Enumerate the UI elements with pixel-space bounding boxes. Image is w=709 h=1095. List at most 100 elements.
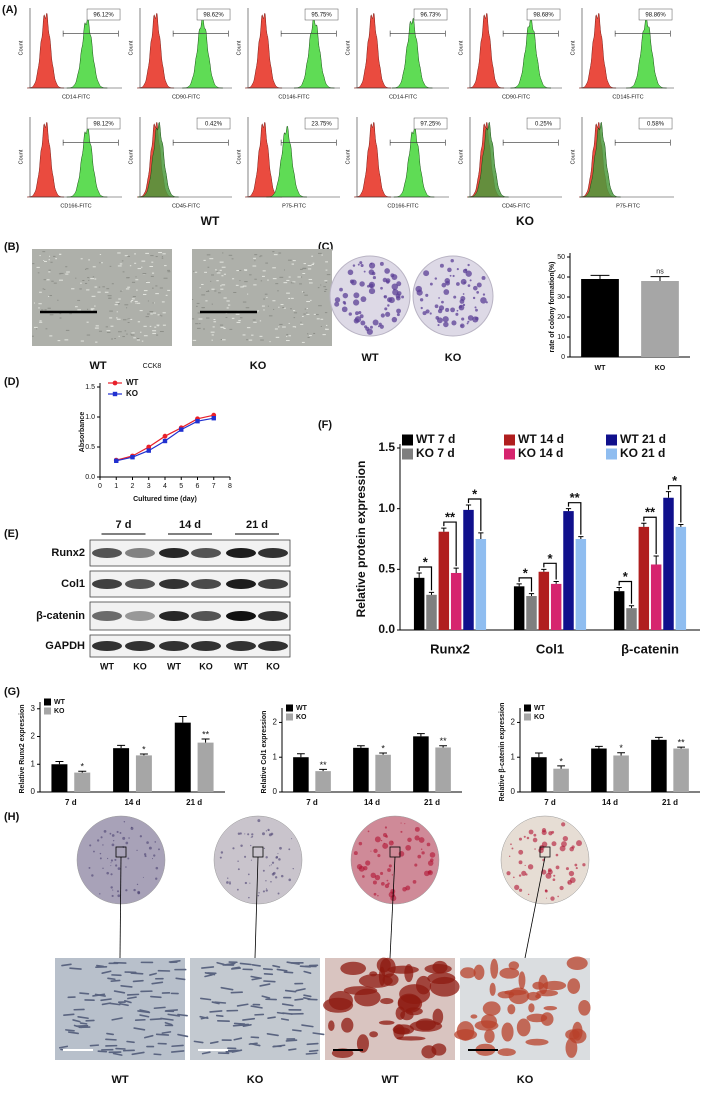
bar — [641, 281, 679, 357]
cell — [263, 980, 276, 983]
cell — [69, 313, 72, 315]
bar — [475, 539, 487, 630]
cell — [320, 325, 322, 327]
cell — [278, 252, 282, 254]
cell — [228, 254, 233, 256]
colony — [425, 293, 429, 297]
cell — [155, 293, 159, 295]
cell — [195, 323, 199, 325]
cell — [129, 265, 132, 267]
stain-spot — [380, 839, 383, 842]
cell — [171, 1044, 184, 1048]
stain-spot — [263, 847, 266, 850]
stain-spot — [557, 895, 559, 898]
x-tick-label: 7 d — [65, 798, 77, 807]
panel-label: (F) — [318, 419, 332, 431]
bar — [613, 755, 629, 792]
colony — [359, 281, 365, 287]
panel-label: (A) — [2, 4, 18, 16]
stain-spot — [148, 846, 152, 850]
nodule — [460, 967, 476, 979]
percent-box — [638, 8, 673, 21]
legend-label: KO 21 d — [620, 446, 665, 460]
cell — [49, 314, 54, 316]
cell — [124, 255, 128, 257]
cell — [162, 253, 166, 255]
stain-spot — [582, 863, 586, 867]
error-bar — [297, 753, 305, 758]
x-tick-label: 0 — [98, 483, 102, 490]
count-label: Count — [345, 40, 351, 55]
cell — [150, 255, 154, 257]
cell — [151, 272, 155, 274]
cell — [206, 254, 211, 256]
colony — [481, 275, 486, 280]
cell — [288, 322, 290, 324]
cell — [316, 318, 320, 320]
count-label: Count — [458, 40, 464, 55]
count-label: Count — [236, 40, 242, 55]
x-tick-label: 5 — [179, 483, 183, 490]
marker-label: CD45-FITC — [172, 203, 200, 209]
percent: 0.42% — [205, 122, 223, 128]
stain-spot — [576, 840, 582, 847]
percent: 0.58% — [647, 122, 665, 128]
cell — [77, 1015, 89, 1020]
cell — [325, 281, 328, 283]
error-bar — [439, 745, 447, 748]
cell — [221, 266, 226, 268]
dish — [412, 255, 494, 337]
cell — [117, 252, 121, 254]
stain-spot — [391, 841, 393, 843]
nodule — [397, 993, 421, 1011]
cell — [161, 301, 165, 303]
nodule — [501, 1022, 514, 1042]
cell — [202, 307, 205, 309]
bar — [531, 757, 547, 792]
nodule — [432, 1008, 444, 1025]
cell — [286, 279, 290, 281]
cell — [122, 336, 125, 338]
cell — [239, 317, 243, 319]
stain-spot — [244, 855, 247, 858]
stain-spot — [122, 836, 126, 840]
count-label: Count — [128, 40, 134, 55]
legend-swatch — [504, 448, 515, 460]
cell — [283, 282, 288, 284]
cell — [253, 284, 257, 286]
count-label: Count — [128, 149, 134, 164]
cell — [134, 262, 137, 264]
cell — [177, 1013, 188, 1017]
marker-label: CD166-FITC — [387, 203, 418, 209]
nodule — [540, 1012, 554, 1026]
cell — [141, 266, 143, 268]
stain-spot — [128, 837, 130, 839]
colony — [360, 296, 367, 303]
cell — [212, 326, 215, 328]
histogram-green — [66, 125, 108, 198]
nodule — [415, 975, 432, 995]
cell — [293, 310, 296, 312]
colony — [368, 287, 376, 295]
cell — [226, 307, 229, 309]
group-label: KO — [250, 360, 267, 372]
error-bar — [117, 744, 126, 749]
nodule — [566, 956, 588, 971]
band — [191, 611, 221, 621]
error-bar — [201, 738, 210, 743]
cell — [105, 326, 108, 328]
stain-spot — [387, 868, 391, 872]
cell — [302, 268, 307, 270]
nodule — [528, 1003, 535, 1013]
cell — [80, 340, 84, 342]
cell — [92, 276, 95, 278]
stain-spot — [377, 895, 379, 897]
cell — [67, 1031, 79, 1035]
nodule — [429, 976, 460, 997]
cell — [242, 1017, 256, 1021]
cell — [216, 280, 219, 282]
cell — [261, 995, 271, 999]
cell — [150, 275, 154, 277]
cell — [267, 1016, 276, 1020]
cell — [90, 309, 94, 311]
